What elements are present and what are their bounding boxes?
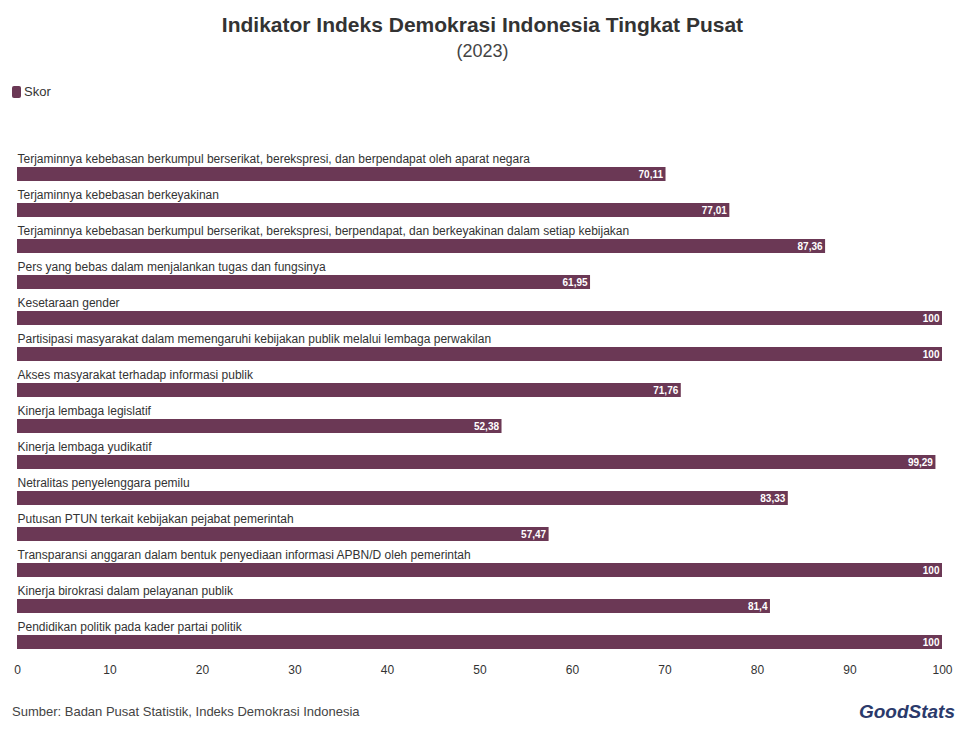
svg-text:Netralitas penyelenggara pemil: Netralitas penyelenggara pemilu: [18, 476, 190, 490]
svg-text:80: 80: [751, 663, 765, 677]
svg-text:Pendidikan politik pada kader: Pendidikan politik pada kader partai pol…: [18, 620, 243, 634]
svg-text:52,38: 52,38: [474, 421, 499, 432]
svg-text:60: 60: [566, 663, 580, 677]
svg-text:70: 70: [658, 663, 672, 677]
svg-text:87,36: 87,36: [798, 241, 823, 252]
svg-text:61,95: 61,95: [563, 277, 588, 288]
svg-text:Kinerja lembaga yudikatif: Kinerja lembaga yudikatif: [18, 440, 153, 454]
svg-text:Kinerja birokrasi dalam pelaya: Kinerja birokrasi dalam pelayanan publik: [18, 584, 234, 598]
svg-text:Terjaminnya kebebasan berkumpu: Terjaminnya kebebasan berkumpul berserik…: [18, 224, 630, 238]
svg-text:30: 30: [288, 663, 302, 677]
svg-text:Terjaminnya kebebasan berkumpu: Terjaminnya kebebasan berkumpul berserik…: [18, 152, 531, 166]
svg-text:Akses masyarakat terhadap info: Akses masyarakat terhadap informasi publ…: [18, 368, 254, 382]
svg-text:Transparansi anggaran dalam be: Transparansi anggaran dalam bentuk penye…: [18, 548, 471, 562]
svg-text:100: 100: [923, 313, 940, 324]
svg-text:Putusan PTUN terkait kebijakan: Putusan PTUN terkait kebijakan pejabat p…: [18, 512, 294, 526]
svg-text:100: 100: [923, 565, 940, 576]
svg-text:40: 40: [381, 663, 395, 677]
svg-text:77,01: 77,01: [702, 205, 727, 216]
html-text:Skor: Skor: [24, 84, 51, 99]
svg-text:0: 0: [14, 663, 21, 677]
html-text:Indikator Indeks Demokrasi Ind: Indikator Indeks Demokrasi Indonesia Tin…: [221, 13, 744, 36]
svg-text:100: 100: [932, 663, 952, 677]
svg-text:81,4: 81,4: [748, 601, 768, 612]
svg-text:50: 50: [473, 663, 487, 677]
html-text:(2023): (2023): [456, 41, 509, 61]
svg-text:83,33: 83,33: [760, 493, 785, 504]
svg-text:Pers yang bebas dalam menjalan: Pers yang bebas dalam menjalankan tugas …: [18, 260, 327, 274]
svg-text:71,76: 71,76: [653, 385, 678, 396]
svg-text:10: 10: [103, 663, 117, 677]
svg-text:Kinerja lembaga legislatif: Kinerja lembaga legislatif: [18, 404, 152, 418]
html-text:Sumber: Badan Pusat Statistik,: Sumber: Badan Pusat Statistik, Indeks De…: [12, 704, 360, 719]
svg-text:Terjaminnya kebebasan berkeyak: Terjaminnya kebebasan berkeyakinan: [18, 188, 219, 202]
svg-text:20: 20: [196, 663, 210, 677]
svg-text:100: 100: [923, 637, 940, 648]
svg-text:57,47: 57,47: [521, 529, 546, 540]
html-text:GoodStats: GoodStats: [858, 701, 955, 722]
svg-text:70,11: 70,11: [639, 169, 664, 180]
svg-text:Partisipasi masyarakat dalam m: Partisipasi masyarakat dalam memengaruhi…: [18, 332, 492, 346]
svg-text:100: 100: [923, 349, 940, 360]
svg-text:99,29: 99,29: [908, 457, 933, 468]
svg-text:90: 90: [843, 663, 857, 677]
svg-text:Kesetaraan gender: Kesetaraan gender: [18, 296, 120, 310]
